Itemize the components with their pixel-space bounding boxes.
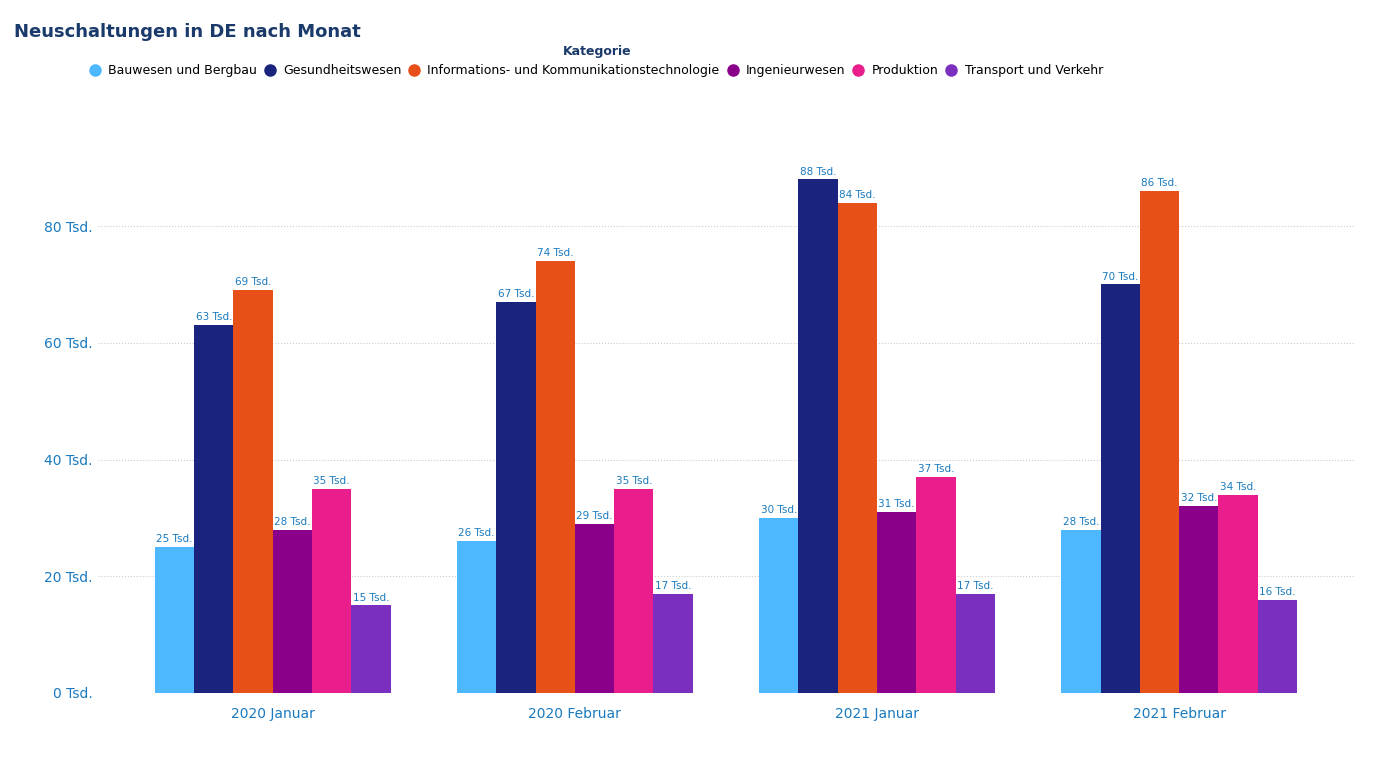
Text: 84 Tsd.: 84 Tsd.	[839, 190, 875, 200]
Text: 17 Tsd.: 17 Tsd.	[956, 581, 994, 591]
Text: 35 Tsd.: 35 Tsd.	[616, 476, 652, 486]
Text: 17 Tsd.: 17 Tsd.	[655, 581, 691, 591]
Text: Neuschaltungen in DE nach Monat: Neuschaltungen in DE nach Monat	[14, 23, 360, 41]
Text: 15 Tsd.: 15 Tsd.	[353, 593, 389, 603]
Bar	[916, 477, 956, 693]
Bar	[1219, 494, 1258, 693]
Text: 28 Tsd.: 28 Tsd.	[274, 517, 310, 527]
Text: 31 Tsd.: 31 Tsd.	[878, 499, 914, 509]
Text: 74 Tsd.: 74 Tsd.	[537, 248, 574, 258]
Bar	[1100, 284, 1141, 693]
Bar	[496, 302, 536, 693]
Text: 25 Tsd.: 25 Tsd.	[156, 534, 193, 544]
Text: 69 Tsd.: 69 Tsd.	[235, 277, 271, 287]
Bar	[1258, 600, 1297, 693]
Bar	[799, 179, 838, 693]
Bar	[614, 489, 653, 693]
Bar	[1061, 530, 1100, 693]
Bar	[1141, 191, 1180, 693]
Bar	[653, 594, 692, 693]
Bar	[759, 518, 799, 693]
Text: 30 Tsd.: 30 Tsd.	[761, 505, 797, 515]
Text: 37 Tsd.: 37 Tsd.	[917, 464, 955, 474]
Text: 34 Tsd.: 34 Tsd.	[1220, 482, 1256, 492]
Bar	[575, 524, 614, 693]
Text: 32 Tsd.: 32 Tsd.	[1181, 494, 1217, 504]
Bar	[1180, 506, 1219, 693]
Text: 16 Tsd.: 16 Tsd.	[1259, 587, 1295, 597]
Bar	[352, 605, 391, 693]
Text: 63 Tsd.: 63 Tsd.	[195, 313, 232, 323]
Legend: Bauwesen und Bergbau, Gesundheitswesen, Informations- und Kommunikationstechnolo: Bauwesen und Bergbau, Gesundheitswesen, …	[91, 45, 1103, 77]
Bar	[272, 530, 311, 693]
Bar	[233, 290, 272, 693]
Text: 28 Tsd.: 28 Tsd.	[1062, 517, 1099, 527]
Bar	[956, 594, 995, 693]
Text: 26 Tsd.: 26 Tsd.	[458, 528, 496, 538]
Bar	[838, 203, 877, 693]
Bar	[536, 261, 575, 693]
Text: 86 Tsd.: 86 Tsd.	[1142, 178, 1178, 188]
Bar	[155, 547, 194, 693]
Text: 35 Tsd.: 35 Tsd.	[313, 476, 350, 486]
Bar	[456, 541, 496, 693]
Text: 67 Tsd.: 67 Tsd.	[497, 289, 535, 299]
Bar	[877, 512, 916, 693]
Bar	[194, 326, 233, 693]
Text: 29 Tsd.: 29 Tsd.	[577, 511, 613, 521]
Text: 70 Tsd.: 70 Tsd.	[1101, 272, 1138, 282]
Bar	[311, 489, 352, 693]
Text: 88 Tsd.: 88 Tsd.	[800, 166, 836, 176]
